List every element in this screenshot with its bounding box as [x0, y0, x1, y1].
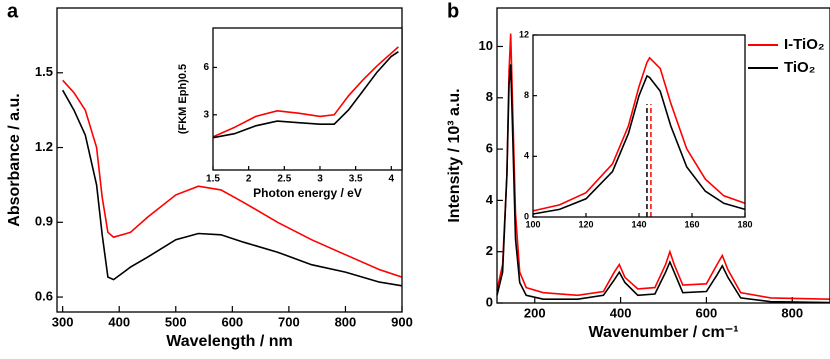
- y-tick-label: 0.6: [35, 288, 53, 303]
- legend-label: TiO₂: [784, 59, 815, 76]
- y-tick-label: 8: [524, 90, 529, 100]
- plot-frame: [212, 27, 403, 171]
- data-line: [532, 56, 746, 212]
- x-tick-label: 140: [631, 219, 646, 229]
- y-tick-label: 0: [486, 294, 493, 309]
- x-tick-label: 180: [737, 219, 752, 229]
- x-tick-label: 4: [389, 173, 395, 184]
- y-axis-label: Absorbance / a.u.: [6, 93, 23, 226]
- y-axis-label: Intensity / 10³ a.u.: [446, 88, 463, 222]
- y-tick-label: 12: [519, 29, 529, 39]
- y-tick-label: 8: [486, 89, 493, 104]
- panel-label: b: [447, 0, 459, 22]
- x-axis-label: Wavelength / nm: [166, 333, 293, 350]
- x-tick-label: 400: [610, 306, 632, 321]
- x-tick-label: 2.5: [277, 173, 291, 184]
- x-tick-label: 600: [221, 315, 243, 330]
- y-tick-label: 1.5: [35, 64, 53, 79]
- x-tick-label: 160: [684, 219, 699, 229]
- x-tick-label: 200: [524, 306, 546, 321]
- x-tick-label: 100: [525, 219, 540, 229]
- data-line: [62, 79, 403, 278]
- y-tick-label: 4: [524, 151, 529, 161]
- data-line: [212, 46, 399, 138]
- x-tick-label: 600: [696, 306, 718, 321]
- plot-frame: [496, 7, 830, 304]
- data-line: [496, 64, 830, 304]
- plot-frame: [532, 34, 746, 218]
- y-tick-label: 0.9: [35, 214, 53, 229]
- data-line: [532, 74, 746, 215]
- y-tick-label: 4: [486, 192, 494, 207]
- inset-background: [533, 35, 745, 217]
- x-tick-label: 500: [165, 315, 187, 330]
- x-tick-label: 3: [317, 173, 323, 184]
- x-tick-label: 900: [391, 315, 413, 330]
- x-tick-label: 800: [781, 306, 803, 321]
- y-tick-label: 10: [479, 38, 493, 53]
- x-tick-label: 120: [578, 219, 593, 229]
- y-tick-label: 2: [486, 243, 493, 258]
- x-tick-label: 400: [108, 315, 130, 330]
- x-tick-label: 2: [246, 173, 252, 184]
- y-tick-label: 0: [524, 211, 529, 221]
- data-line: [212, 51, 399, 139]
- x-tick-label: 1.5: [206, 173, 220, 184]
- x-tick-label: 700: [278, 315, 300, 330]
- x-tick-label: 800: [335, 315, 357, 330]
- legend-label: I-TiO₂: [784, 36, 825, 53]
- inset-background: [213, 28, 402, 170]
- x-axis-label: Photon energy / eV: [253, 186, 362, 200]
- y-axis-label: (FKM Eph)0.5: [177, 64, 189, 134]
- data-line: [496, 33, 830, 300]
- y-tick-label: 6: [203, 62, 209, 73]
- x-tick-label: 3.5: [349, 173, 363, 184]
- x-tick-label: 300: [52, 315, 74, 330]
- x-axis-label: Wavenumber / cm⁻¹: [588, 324, 738, 341]
- y-tick-label: 3: [203, 109, 209, 120]
- y-tick-label: 1.2: [35, 139, 53, 154]
- y-tick-label: 6: [486, 141, 493, 156]
- panel-label: a: [7, 0, 19, 22]
- data-line: [62, 89, 403, 287]
